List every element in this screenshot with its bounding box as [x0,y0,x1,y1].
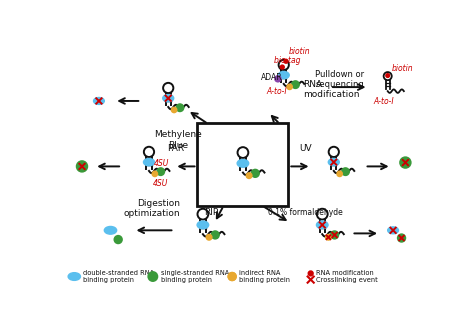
Text: RIP: RIP [204,208,219,217]
Circle shape [206,235,212,240]
Text: biotin: biotin [288,47,310,55]
Circle shape [114,236,122,243]
Circle shape [152,171,157,176]
Circle shape [284,59,288,63]
Text: double-stranded RNA
binding protein: double-stranded RNA binding protein [83,270,154,283]
Ellipse shape [197,221,209,229]
Circle shape [281,65,284,69]
Ellipse shape [163,94,174,102]
Ellipse shape [317,221,328,229]
Circle shape [251,170,259,177]
Text: PAR: PAR [167,144,184,153]
Circle shape [398,234,405,242]
Circle shape [342,168,349,175]
Circle shape [211,231,219,239]
Text: Crosslinking event: Crosslinking event [316,277,378,283]
Text: Pulldown or
sequencing: Pulldown or sequencing [316,70,365,89]
Ellipse shape [388,227,399,234]
Circle shape [172,107,177,113]
Circle shape [337,171,342,176]
Text: RNA
modification: RNA modification [303,80,359,99]
Circle shape [148,272,157,281]
Ellipse shape [104,226,117,234]
Text: 4SU: 4SU [153,179,168,188]
Circle shape [176,104,183,112]
Text: bio tag: bio tag [274,56,301,65]
Ellipse shape [328,158,339,166]
Text: Methylene
Blue: Methylene Blue [155,130,202,150]
Circle shape [331,231,338,239]
Circle shape [309,271,313,276]
Text: UV: UV [299,144,312,153]
Text: ADAR: ADAR [261,73,282,82]
Text: A-to-I: A-to-I [266,87,287,96]
Circle shape [400,157,411,168]
Ellipse shape [93,97,104,104]
Circle shape [287,84,292,90]
Circle shape [77,161,87,172]
Circle shape [157,168,164,175]
Text: 0.1% formaldehyde: 0.1% formaldehyde [268,208,343,217]
Text: Digestion
optimization: Digestion optimization [123,198,180,218]
Ellipse shape [144,158,155,166]
Text: 4SU: 4SU [154,159,170,168]
Circle shape [228,273,236,280]
Bar [198,123,288,206]
Circle shape [292,81,299,88]
Text: A-to-I: A-to-I [374,97,394,106]
Ellipse shape [237,159,249,167]
Ellipse shape [68,273,81,280]
Text: single-stranded RNA
binding protein: single-stranded RNA binding protein [161,270,229,283]
Ellipse shape [278,72,289,79]
Text: biotin: biotin [392,64,413,73]
Text: RNA modification: RNA modification [316,271,374,277]
Circle shape [246,173,252,178]
Circle shape [326,235,331,240]
Circle shape [386,74,389,77]
Text: indirect RNA
binding protein: indirect RNA binding protein [239,270,290,283]
Circle shape [275,76,281,82]
